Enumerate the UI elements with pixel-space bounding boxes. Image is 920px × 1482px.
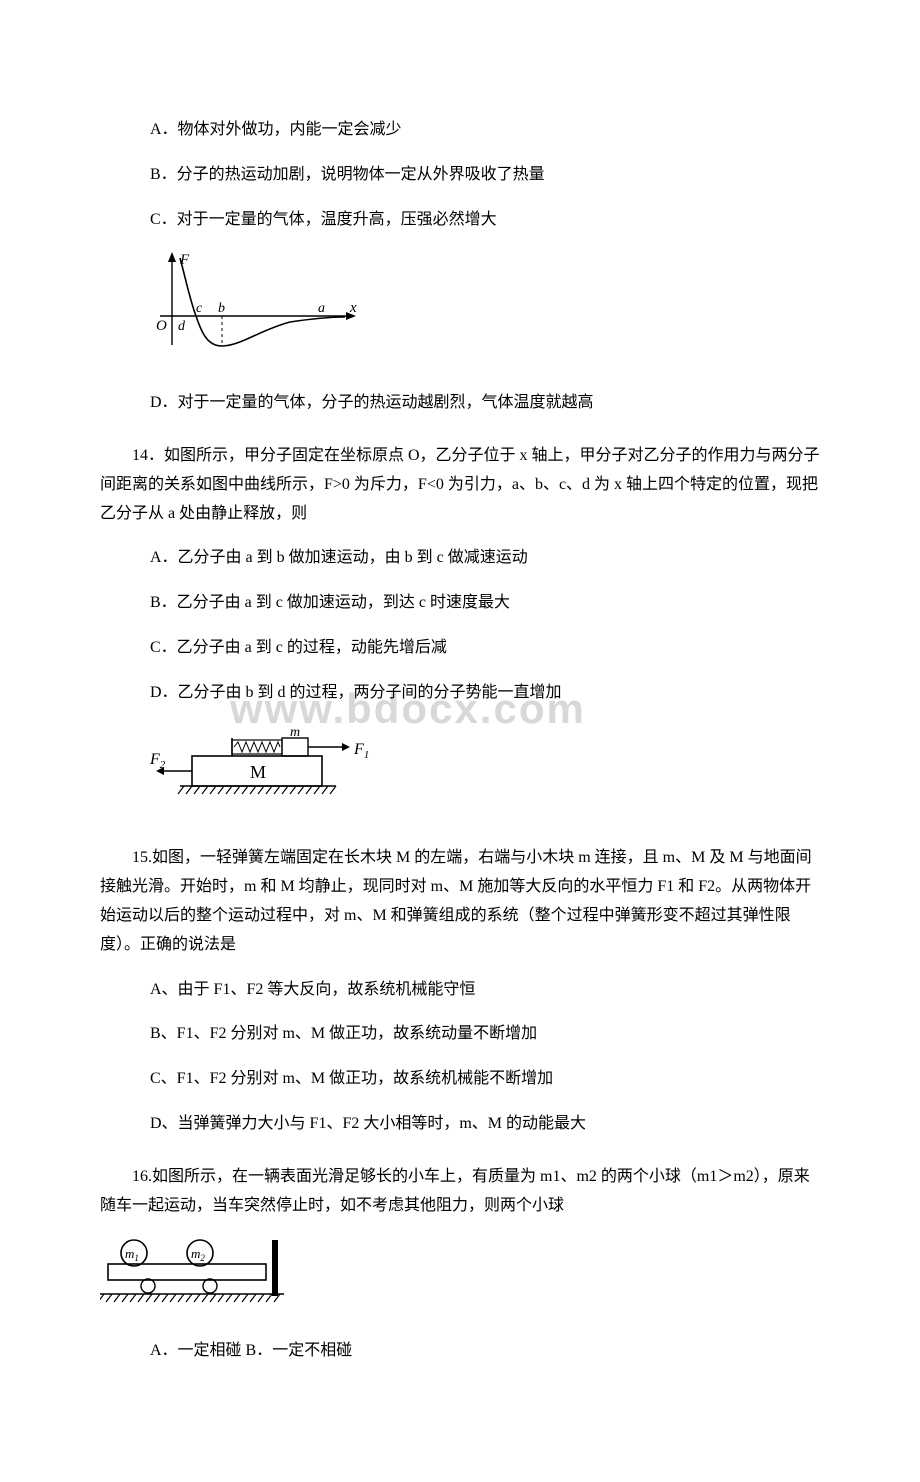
q13-option-a: A．物体对外做功，内能一定会减少	[150, 116, 820, 145]
q15-option-c: C、F1、F2 分别对 m、M 做正功，故系统机械能不断增加	[150, 1065, 820, 1094]
q15-option-b: B、F1、F2 分别对 m、M 做正功，故系统动量不断增加	[150, 1020, 820, 1049]
label-m2: m2	[191, 1246, 205, 1263]
label-m: m	[290, 725, 300, 740]
point-c: c	[196, 301, 203, 316]
point-a: a	[318, 301, 325, 316]
label-m1: m1	[125, 1246, 139, 1263]
q13-option-d: D．对于一定量的气体，分子的热运动越剧烈，气体温度就越高	[150, 389, 820, 418]
q13-option-c: C．对于一定量的气体，温度升高，压强必然增大	[150, 206, 820, 235]
origin-label: O	[156, 318, 167, 334]
q15-option-d: D、当弹簧弹力大小与 F1、F2 大小相等时，m、M 的动能最大	[150, 1110, 820, 1139]
label-F2: F2	[150, 751, 166, 771]
q13-option-b: B．分子的热运动加剧，说明物体一定从外界吸收了热量	[150, 161, 820, 190]
q14-option-c: C．乙分子由 a 到 c 的过程，动能先增后减	[150, 634, 820, 663]
q15-option-a: A、由于 F1、F2 等大反向，故系统机械能守恒	[150, 976, 820, 1005]
q13-figure: F x O d c b a	[150, 250, 820, 373]
q14-option-d: D．乙分子由 b 到 d 的过程，两分子间的分子势能一直增加	[150, 679, 820, 708]
q16-option-ab: A．一定相碰 B．一定不相碰	[150, 1337, 820, 1366]
q14-option-b: B．乙分子由 a 到 c 做加速运动，到达 c 时速度最大	[150, 589, 820, 618]
q14-stem: 14．如图所示，甲分子固定在坐标原点 O，乙分子位于 x 轴上，甲分子对乙分子的…	[100, 442, 820, 528]
label-F1: F1	[353, 741, 369, 761]
point-d: d	[178, 319, 186, 334]
point-b: b	[218, 301, 225, 316]
q15-stem: 15.如图，一轻弹簧左端固定在长木块 M 的左端，右端与小木块 m 连接，且 m…	[100, 844, 820, 959]
q16-stem: 16.如图所示，在一辆表面光滑足够长的小车上，有质量为 m1、m2 的两个小球（…	[100, 1163, 820, 1221]
axis-label-x: x	[349, 300, 357, 316]
q16-figure: m1 m2	[100, 1236, 820, 1321]
q14-option-a: A．乙分子由 a 到 b 做加速运动，由 b 到 c 做减速运动	[150, 544, 820, 573]
label-M: M	[250, 762, 266, 782]
q15-figure: M m F1 F2	[150, 724, 820, 821]
